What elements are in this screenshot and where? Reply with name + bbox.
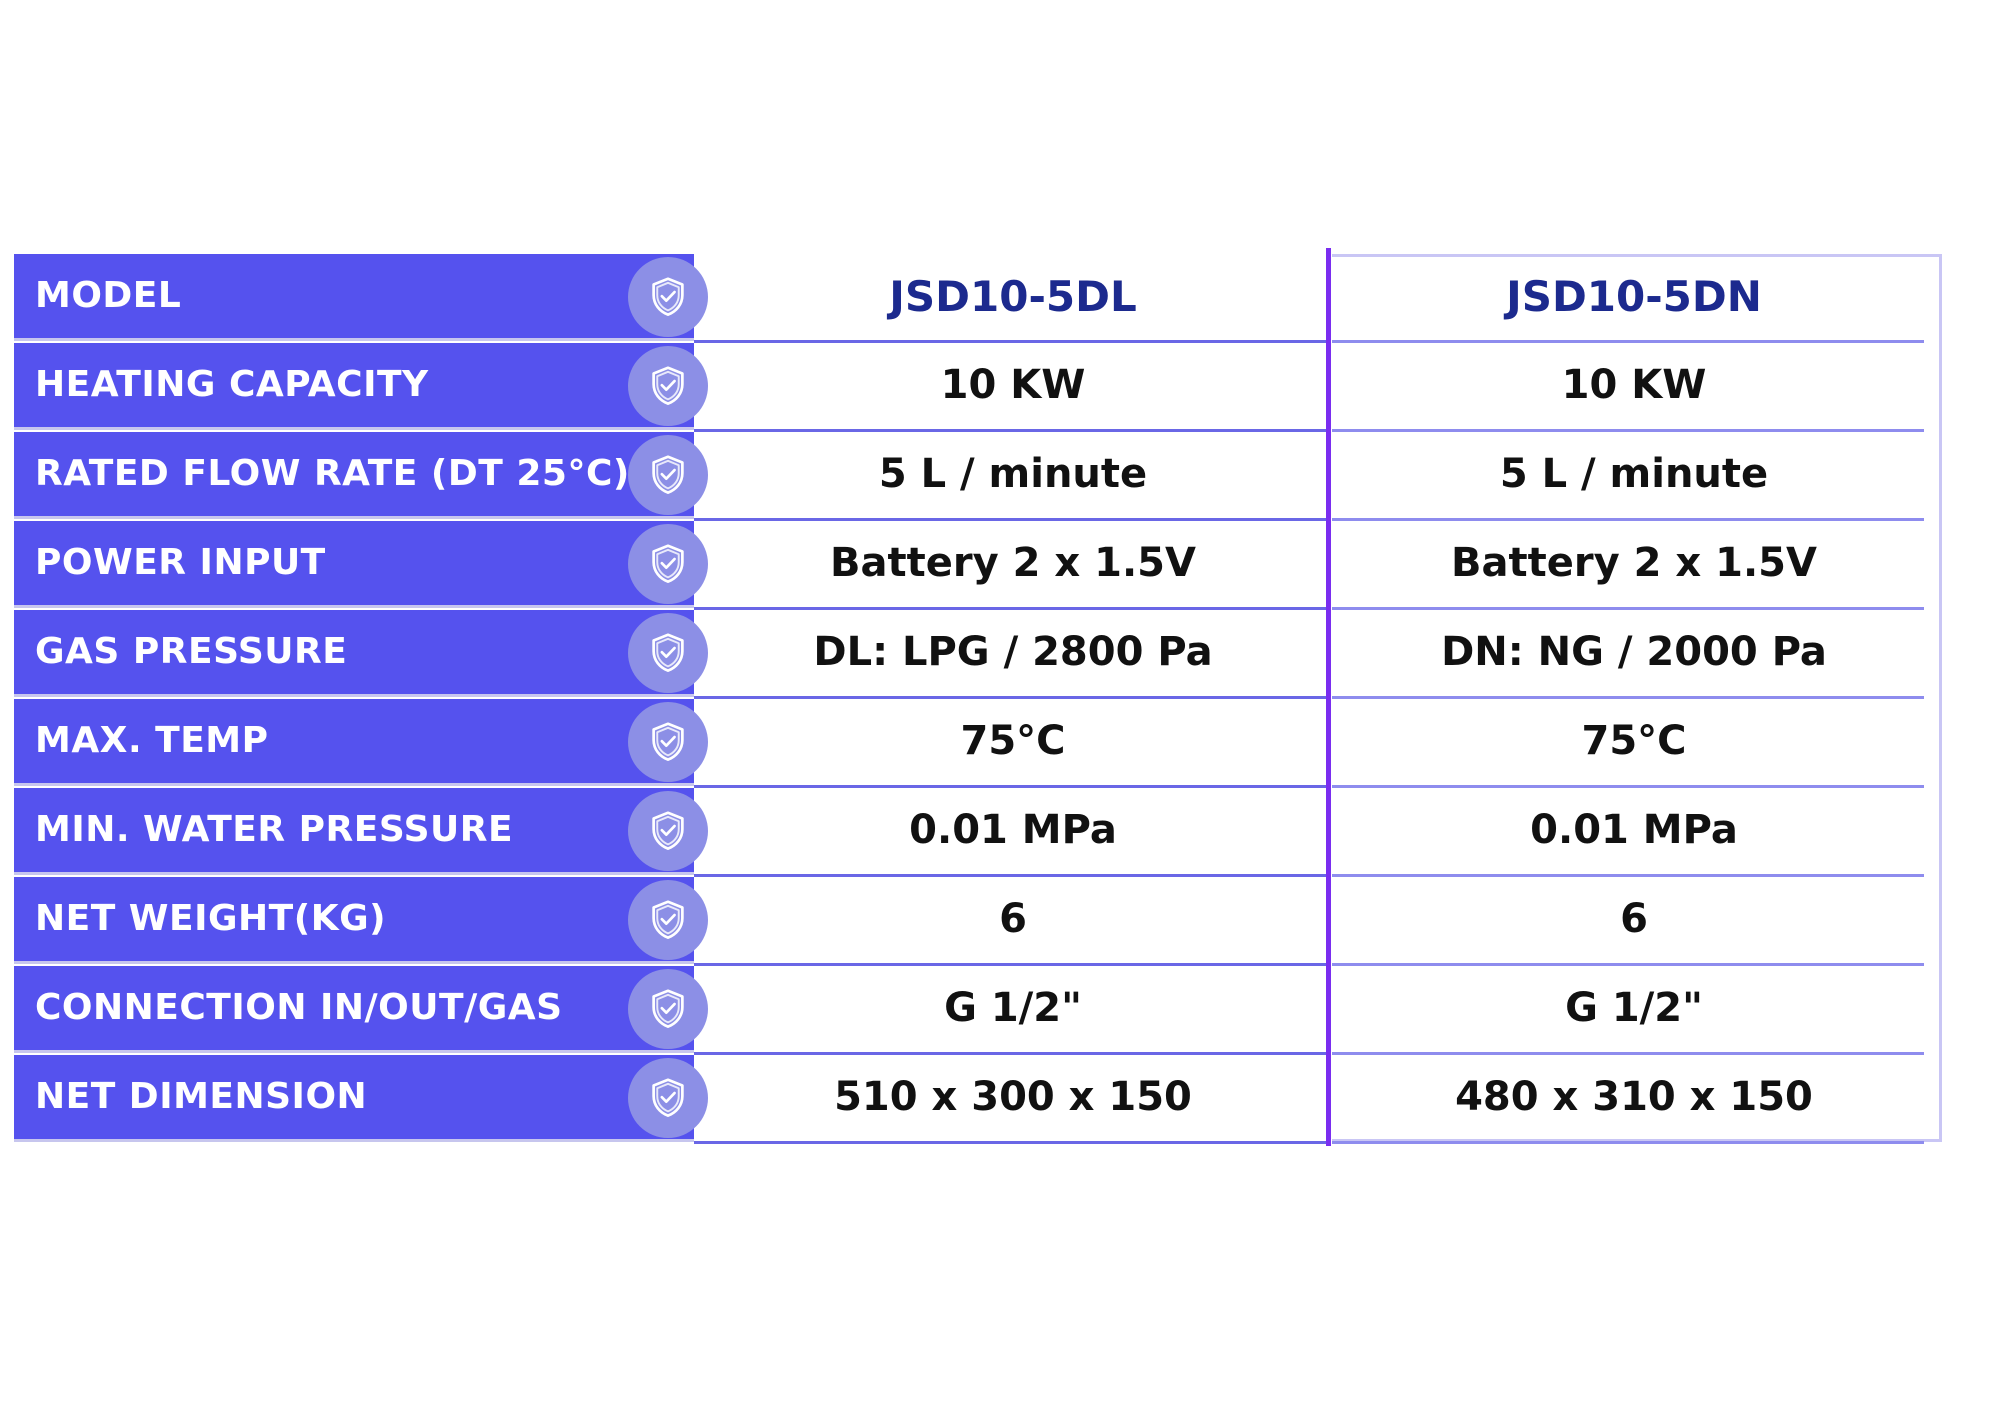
- spec-value-model-1: 0.01 MPa: [909, 807, 1117, 853]
- row-label: HEATING CAPACITY: [14, 343, 694, 427]
- table-row-min-water-pressure: MIN. WATER PRESSURE 0.01 MPa 0.01 MPa: [14, 788, 1944, 877]
- spec-value-model-1: 10 KW: [940, 362, 1086, 408]
- table-row-model: MODEL JSD10-5DL JSD10-5DN: [14, 254, 1944, 343]
- table-row-connection: CONNECTION IN/OUT/GAS G 1/2" G 1/2": [14, 966, 1944, 1055]
- row-divider: [1332, 518, 1924, 521]
- shield-check-icon: [628, 435, 708, 515]
- table-row-net-weight: NET WEIGHT(KG) 6 6: [14, 877, 1944, 966]
- shield-check-icon: [628, 524, 708, 604]
- row-label: MAX. TEMP: [14, 699, 694, 783]
- row-label: POWER INPUT: [14, 521, 694, 605]
- row-divider: [1332, 429, 1924, 432]
- row-divider: [694, 696, 1328, 699]
- spec-value-model-1: DL: LPG / 2800 Pa: [813, 629, 1213, 675]
- table-row-power-input: POWER INPUT Battery 2 x 1.5V Battery 2 x…: [14, 521, 1944, 610]
- row-label: NET DIMENSION: [14, 1055, 694, 1139]
- table-frame: [1332, 254, 1942, 1142]
- row-label: CONNECTION IN/OUT/GAS: [14, 966, 694, 1050]
- label-separator: [14, 427, 694, 430]
- row-divider: [1332, 1141, 1924, 1144]
- label-separator: [14, 961, 694, 964]
- spec-value-model-2: DN: NG / 2000 Pa: [1441, 629, 1827, 675]
- row-divider: [694, 607, 1328, 610]
- row-divider: [1332, 874, 1924, 877]
- shield-check-icon: [628, 791, 708, 871]
- shield-check-icon: [628, 702, 708, 782]
- spec-comparison-table: MODEL JSD10-5DL JSD10-5DN HEATING CAPACI…: [14, 248, 1944, 1146]
- row-divider: [694, 1141, 1328, 1144]
- row-label: MIN. WATER PRESSURE: [14, 788, 694, 872]
- row-divider: [694, 340, 1328, 343]
- spec-value-model-1: Battery 2 x 1.5V: [830, 540, 1196, 586]
- label-separator: [14, 1050, 694, 1053]
- row-label: NET WEIGHT(KG): [14, 877, 694, 961]
- spec-value-model-2: 480 x 310 x 150: [1455, 1074, 1813, 1120]
- row-label: RATED FLOW RATE (DT 25°C): [14, 432, 694, 516]
- spec-value-model-2: 6: [1620, 896, 1648, 942]
- row-label: GAS PRESSURE: [14, 610, 694, 694]
- spec-value-model-2: 0.01 MPa: [1530, 807, 1738, 853]
- label-separator: [14, 872, 694, 875]
- table-row-gas-pressure: GAS PRESSURE DL: LPG / 2800 Pa DN: NG / …: [14, 610, 1944, 699]
- label-separator: [14, 338, 694, 341]
- table-row-net-dimension: NET DIMENSION 510 x 300 x 150 480 x 310 …: [14, 1055, 1944, 1144]
- model-name-1: JSD10-5DL: [889, 271, 1137, 321]
- label-separator: [14, 605, 694, 608]
- row-divider: [694, 874, 1328, 877]
- shield-check-icon: [628, 613, 708, 693]
- row-divider: [1332, 785, 1924, 788]
- spec-value-model-1: 6: [999, 896, 1027, 942]
- row-divider: [694, 429, 1328, 432]
- label-separator: [14, 783, 694, 786]
- label-separator: [14, 1139, 694, 1142]
- row-divider: [1332, 607, 1924, 610]
- spec-value-model-1: 75°C: [960, 718, 1066, 764]
- spec-value-model-1: G 1/2": [944, 985, 1082, 1031]
- row-divider: [694, 1052, 1328, 1055]
- row-divider: [1332, 1052, 1924, 1055]
- spec-value-model-2: 5 L / minute: [1499, 451, 1769, 497]
- shield-check-icon: [628, 969, 708, 1049]
- spec-value-model-2: G 1/2": [1565, 985, 1703, 1031]
- row-divider: [694, 963, 1328, 966]
- column-divider: [1326, 248, 1331, 1146]
- spec-value-model-1: 510 x 300 x 150: [834, 1074, 1192, 1120]
- row-divider: [694, 785, 1328, 788]
- spec-value-model-2: 75°C: [1581, 718, 1687, 764]
- model-name-2: JSD10-5DN: [1506, 271, 1762, 321]
- row-label: MODEL: [14, 254, 694, 338]
- row-divider: [1332, 340, 1924, 343]
- table-row-rated-flow-rate: RATED FLOW RATE (DT 25°C) 5 L / minute 5…: [14, 432, 1944, 521]
- spec-value-model-1: 5 L / minute: [878, 451, 1148, 497]
- spec-value-model-2: 10 KW: [1561, 362, 1707, 408]
- shield-check-icon: [628, 257, 708, 337]
- row-divider: [694, 518, 1328, 521]
- label-separator: [14, 516, 694, 519]
- table-row-max-temp: MAX. TEMP 75°C 75°C: [14, 699, 1944, 788]
- table-row-heating-capacity: HEATING CAPACITY 10 KW 10 KW: [14, 343, 1944, 432]
- label-separator: [14, 694, 694, 697]
- row-divider: [1332, 696, 1924, 699]
- shield-check-icon: [628, 880, 708, 960]
- row-divider: [1332, 963, 1924, 966]
- shield-check-icon: [628, 1058, 708, 1138]
- shield-check-icon: [628, 346, 708, 426]
- spec-value-model-2: Battery 2 x 1.5V: [1451, 540, 1817, 586]
